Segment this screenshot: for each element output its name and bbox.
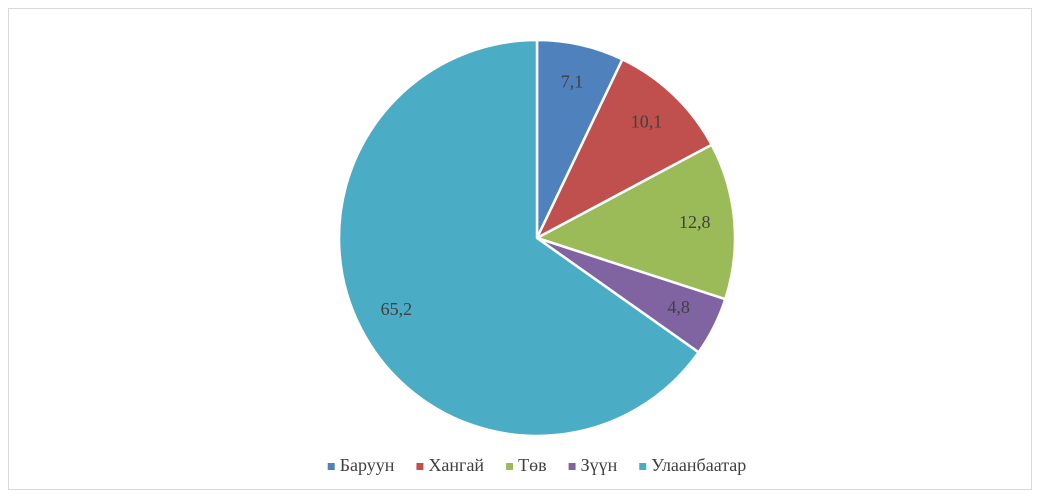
legend-marker [639,463,647,470]
legend-label: Төв [518,455,547,475]
pie-slice [337,38,701,438]
data-label: 10,1 [631,112,663,132]
legend-marker [416,463,424,470]
legend-marker [568,463,576,470]
legend-marker [327,463,335,470]
data-label: 65,2 [381,299,413,319]
legend-label: Баруун [340,455,395,475]
legend-label: Зүүн [581,455,618,475]
pie-slice [533,143,737,301]
data-label: 7,1 [561,72,584,92]
legend-label: Хангай [428,455,484,475]
data-label: 12,8 [679,212,711,232]
pie-slice [534,57,714,241]
legend-marker [506,463,514,470]
legend-label: Улаанбаатар [651,455,746,475]
data-label: 4,8 [667,297,690,317]
